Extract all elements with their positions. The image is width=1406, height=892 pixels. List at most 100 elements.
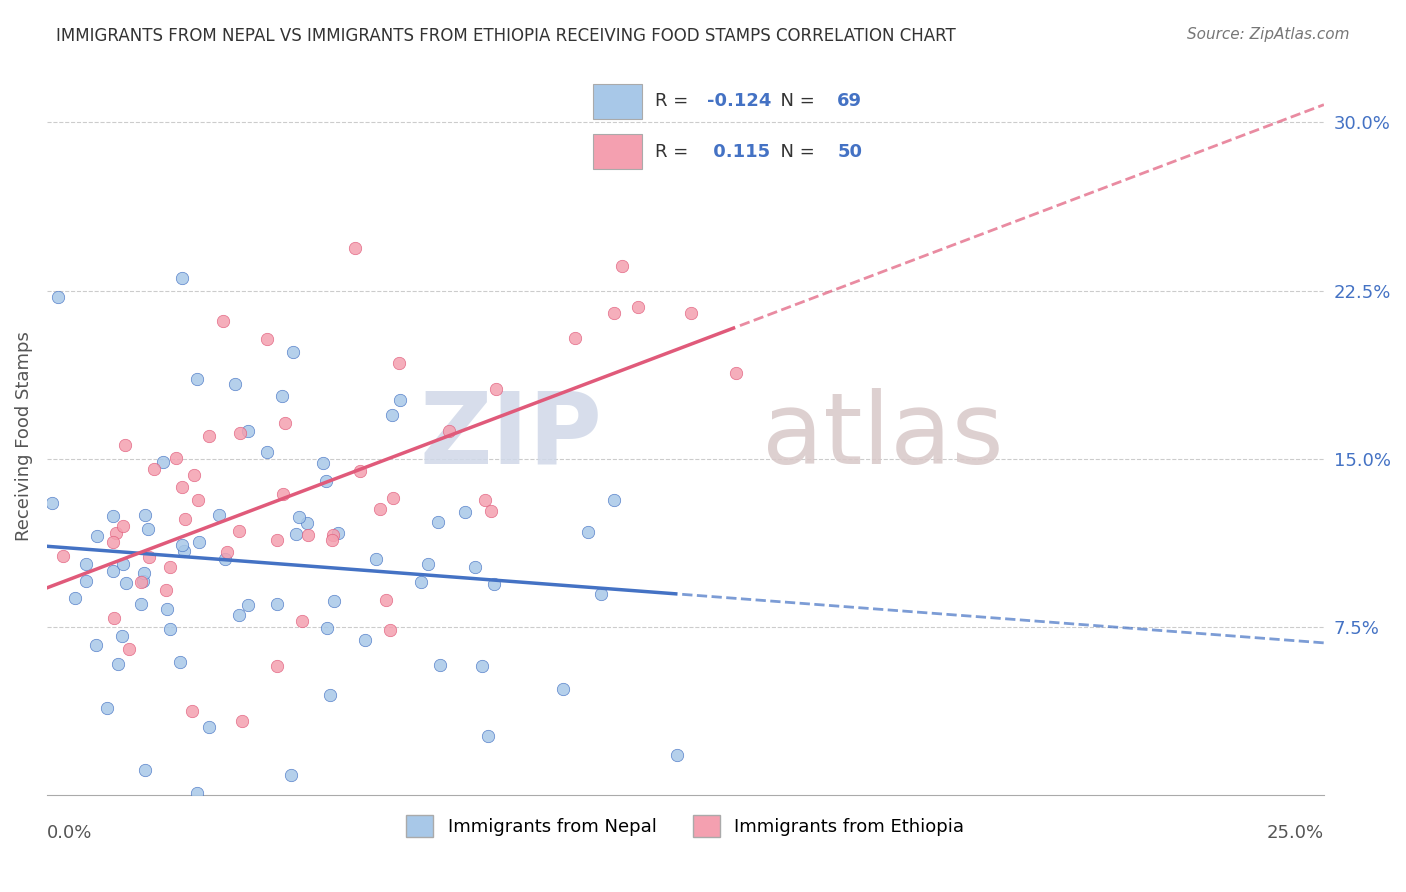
Point bbox=[101, 565, 124, 579]
Point bbox=[231, 714, 253, 728]
Point bbox=[84, 638, 107, 652]
Point bbox=[172, 270, 194, 285]
Point bbox=[111, 519, 134, 533]
Text: atlas: atlas bbox=[762, 388, 1004, 485]
Point bbox=[159, 622, 181, 636]
Point bbox=[256, 444, 278, 458]
Point bbox=[437, 425, 460, 439]
Point bbox=[107, 657, 129, 671]
Text: N =: N = bbox=[769, 93, 821, 111]
Point bbox=[104, 526, 127, 541]
Point bbox=[364, 552, 387, 566]
Point bbox=[132, 574, 155, 589]
Point bbox=[354, 633, 377, 648]
Point bbox=[228, 607, 250, 622]
Point bbox=[323, 594, 346, 608]
Point bbox=[165, 450, 187, 465]
Bar bbox=[593, 84, 643, 120]
Point bbox=[477, 729, 499, 743]
Point bbox=[129, 597, 152, 611]
Point bbox=[319, 689, 342, 703]
Point bbox=[75, 558, 97, 572]
Point bbox=[103, 610, 125, 624]
Point bbox=[208, 508, 231, 522]
Point bbox=[169, 655, 191, 669]
Point bbox=[285, 526, 308, 541]
Text: 0.0%: 0.0% bbox=[46, 824, 93, 842]
Point bbox=[103, 535, 125, 549]
Point bbox=[281, 345, 304, 359]
Point bbox=[155, 582, 177, 597]
Bar bbox=[593, 134, 643, 169]
Point bbox=[46, 289, 69, 303]
Point bbox=[381, 491, 404, 506]
Point bbox=[297, 528, 319, 542]
Point bbox=[280, 768, 302, 782]
Point bbox=[375, 593, 398, 607]
Point bbox=[217, 545, 239, 559]
Point bbox=[344, 241, 367, 255]
Point bbox=[86, 529, 108, 543]
Point bbox=[152, 455, 174, 469]
Y-axis label: Receiving Food Stamps: Receiving Food Stamps bbox=[15, 332, 32, 541]
Point bbox=[134, 566, 156, 580]
Point bbox=[482, 577, 505, 591]
Point bbox=[156, 602, 179, 616]
Point bbox=[485, 382, 508, 396]
Point bbox=[626, 301, 648, 315]
Point bbox=[118, 641, 141, 656]
Point bbox=[173, 544, 195, 558]
Text: -0.124: -0.124 bbox=[707, 93, 772, 111]
Point bbox=[266, 597, 288, 611]
Point bbox=[273, 487, 295, 501]
Point bbox=[236, 424, 259, 438]
Point bbox=[479, 504, 502, 518]
Point bbox=[665, 747, 688, 762]
Point bbox=[315, 474, 337, 488]
Point bbox=[576, 524, 599, 539]
Point bbox=[603, 492, 626, 507]
Point bbox=[378, 623, 401, 637]
Point bbox=[187, 492, 209, 507]
Point bbox=[228, 524, 250, 538]
Point bbox=[471, 659, 494, 673]
Point bbox=[143, 462, 166, 476]
Point bbox=[321, 533, 343, 547]
Point bbox=[312, 456, 335, 470]
Legend: Immigrants from Nepal, Immigrants from Ethiopia: Immigrants from Nepal, Immigrants from E… bbox=[399, 807, 972, 844]
Point bbox=[271, 389, 294, 403]
Point bbox=[229, 426, 252, 441]
Point bbox=[389, 393, 412, 408]
Point bbox=[183, 468, 205, 483]
Point bbox=[266, 533, 288, 548]
Point bbox=[322, 528, 344, 542]
Point bbox=[197, 720, 219, 734]
Point bbox=[96, 700, 118, 714]
Point bbox=[134, 763, 156, 777]
Point bbox=[186, 372, 208, 386]
Point bbox=[266, 658, 288, 673]
Point bbox=[564, 331, 586, 345]
Text: R =: R = bbox=[655, 143, 693, 161]
Point bbox=[326, 526, 349, 541]
Point bbox=[591, 587, 613, 601]
Point bbox=[291, 614, 314, 628]
Point bbox=[427, 516, 450, 530]
Point bbox=[603, 306, 626, 320]
Point bbox=[724, 367, 747, 381]
Point bbox=[454, 505, 477, 519]
Point bbox=[186, 786, 208, 800]
Point bbox=[170, 480, 193, 494]
Point bbox=[224, 376, 246, 391]
Point bbox=[212, 313, 235, 327]
Point bbox=[429, 657, 451, 672]
Point bbox=[316, 621, 339, 635]
Point bbox=[236, 598, 259, 612]
Point bbox=[65, 591, 87, 605]
Point bbox=[180, 704, 202, 718]
Point bbox=[474, 493, 496, 508]
Point bbox=[75, 574, 97, 588]
Point bbox=[388, 356, 411, 370]
Text: N =: N = bbox=[769, 143, 821, 161]
Point bbox=[114, 438, 136, 452]
